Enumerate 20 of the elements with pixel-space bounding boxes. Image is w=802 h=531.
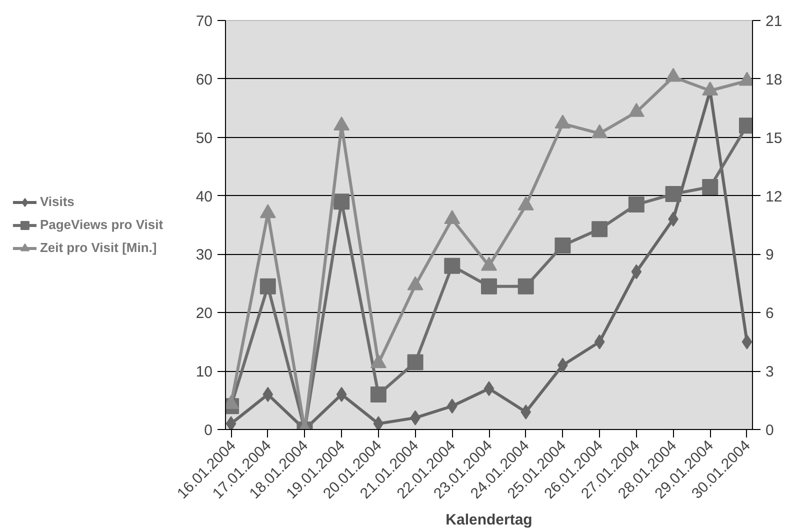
y-tick-label: 10 bbox=[196, 364, 213, 381]
legend-label: Zeit pro Visit [Min.] bbox=[40, 240, 157, 255]
legend-label: PageViews pro Visit bbox=[40, 217, 164, 232]
legend-label: Visits bbox=[40, 194, 74, 209]
y-tick-label: 50 bbox=[196, 130, 213, 147]
y-tick-label: 40 bbox=[196, 188, 213, 206]
y-tick-label: 30 bbox=[196, 246, 213, 264]
y2-tick-label: 15 bbox=[766, 130, 782, 147]
y2-tick-label: 3 bbox=[766, 364, 774, 381]
y2-tick-label: 9 bbox=[766, 246, 774, 264]
y-tick-label: 0 bbox=[204, 422, 212, 439]
y-tick-label: 60 bbox=[196, 71, 213, 88]
y2-tick-label: 0 bbox=[766, 422, 774, 439]
y2-tick-label: 12 bbox=[766, 188, 782, 206]
y2-tick-label: 18 bbox=[766, 71, 782, 88]
y2-tick-label: 6 bbox=[766, 305, 774, 322]
y-tick-label: 20 bbox=[196, 305, 213, 322]
x-axis-title: Kalendertag bbox=[446, 511, 532, 528]
y2-tick-label: 21 bbox=[766, 13, 782, 30]
y-tick-label: 70 bbox=[196, 13, 213, 30]
